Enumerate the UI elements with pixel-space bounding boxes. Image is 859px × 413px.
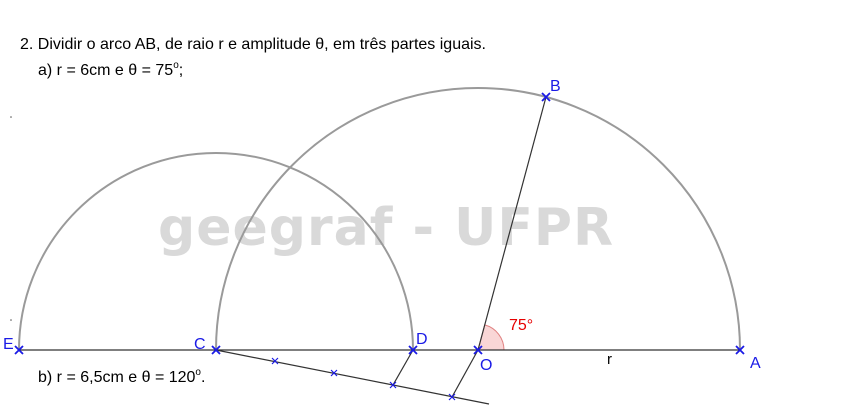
point-A-marker: [735, 345, 745, 355]
item-b-text: b) r = 6,5cm e θ = 120: [38, 369, 196, 386]
division-marks: [271, 357, 456, 401]
point-markers: [14, 92, 745, 355]
parallel-O: [451, 349, 479, 398]
point-D-label: D: [416, 331, 428, 348]
auxiliary-line: [215, 349, 490, 405]
item-b-suffix: .: [200, 369, 206, 386]
division-mark-4: [448, 393, 456, 401]
stray-dot-2: [10, 319, 12, 321]
point-C-label: C: [194, 336, 206, 353]
angle-label: 75°: [509, 317, 533, 334]
radius-label: r: [607, 351, 612, 368]
stray-dot-1: [10, 116, 12, 118]
item-a-text: a) r = 6cm e θ = 75: [38, 62, 174, 79]
item-a: a) r = 6cm e θ = 75o;: [38, 60, 183, 80]
problem-title: 2. Dividir o arco AB, de raio r e amplit…: [20, 36, 486, 53]
point-O-marker: [473, 345, 483, 355]
point-B-label: B: [550, 78, 561, 95]
division-mark-1: [271, 357, 279, 365]
item-b: b) r = 6,5cm e θ = 120o.: [38, 367, 205, 387]
item-a-suffix: ;: [178, 62, 184, 79]
point-E-label: E: [3, 336, 14, 353]
division-mark-3: [389, 381, 397, 389]
division-mark-2: [330, 369, 338, 377]
item-b-degree: o: [195, 367, 201, 378]
point-B-marker: [541, 92, 551, 102]
angle-sector: [477, 324, 505, 351]
point-C-marker: [211, 345, 221, 355]
point-D-marker: [408, 345, 418, 355]
point-O-label: O: [480, 357, 492, 374]
radius-OB: [477, 96, 547, 351]
item-a-degree: o: [173, 60, 179, 71]
parallel-D: [392, 349, 414, 386]
point-E-marker: [14, 345, 24, 355]
point-A-label: A: [750, 355, 761, 372]
arc-CA: [215, 87, 741, 351]
arc-ED: [18, 152, 414, 351]
